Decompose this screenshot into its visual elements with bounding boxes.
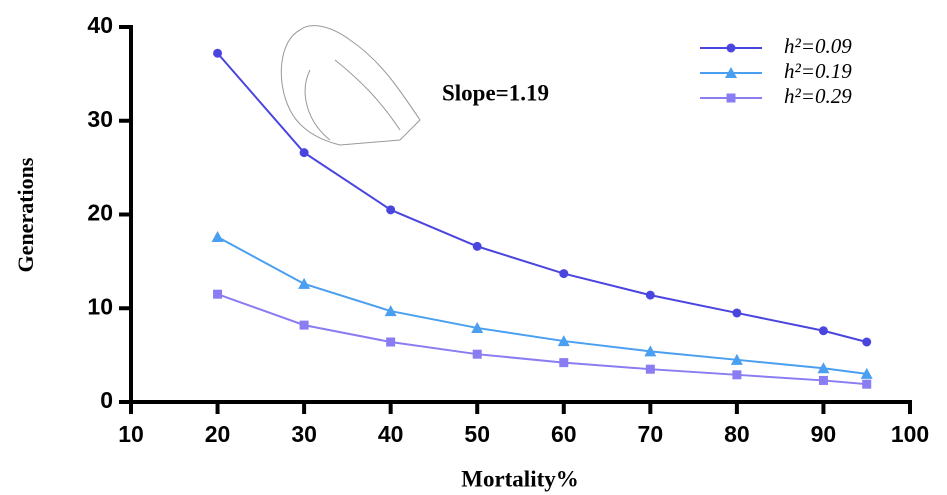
y-tick-label: 30 [87, 106, 113, 132]
y-tick-label: 20 [87, 200, 113, 226]
marker [472, 349, 482, 359]
marker [862, 379, 872, 389]
marker [732, 370, 742, 380]
annotation: Slope=1.19 [442, 80, 549, 105]
marker [557, 335, 570, 347]
marker [644, 345, 657, 357]
marker [386, 205, 396, 215]
x-tick-label: 70 [638, 421, 664, 447]
x-tick-label: 100 [891, 421, 929, 447]
marker [645, 364, 655, 374]
series-line [217, 293, 867, 386]
marker [730, 353, 743, 365]
marker [299, 320, 309, 330]
marker [299, 148, 309, 158]
x-tick-label: 40 [378, 421, 404, 447]
sketch [280, 25, 421, 146]
x-axis-label: Mortality% [461, 466, 579, 491]
marker [818, 326, 828, 336]
y-tick-label: 40 [87, 12, 113, 38]
marker [726, 93, 736, 103]
marker [213, 48, 223, 58]
marker [726, 43, 736, 53]
legend-label: h²=0.19 [784, 59, 852, 83]
marker [213, 289, 223, 299]
x-tick-label: 30 [291, 421, 317, 447]
y-tick-label: 0 [100, 387, 113, 413]
marker [559, 358, 569, 368]
marker [817, 362, 830, 374]
marker [472, 241, 482, 251]
x-tick-label: 80 [724, 421, 750, 447]
x-tick-label: 90 [811, 421, 837, 447]
marker [471, 321, 484, 333]
x-tick-label: 50 [464, 421, 490, 447]
y-axis-label: Generations [13, 157, 38, 272]
series-line [217, 236, 867, 375]
marker [384, 305, 397, 317]
marker [818, 375, 828, 385]
marker [732, 308, 742, 318]
legend-label: h²=0.29 [784, 84, 852, 108]
y-tick-label: 10 [87, 293, 113, 319]
marker [862, 337, 872, 347]
x-tick-label: 20 [205, 421, 231, 447]
marker [860, 367, 873, 379]
legend-label: h²=0.09 [784, 34, 852, 58]
marker [645, 290, 655, 300]
marker [559, 269, 569, 279]
marker [386, 337, 396, 347]
marker [211, 231, 224, 242]
x-tick-label: 10 [118, 421, 144, 447]
marker [298, 277, 311, 289]
x-tick-label: 60 [551, 421, 577, 447]
marker [725, 67, 737, 78]
